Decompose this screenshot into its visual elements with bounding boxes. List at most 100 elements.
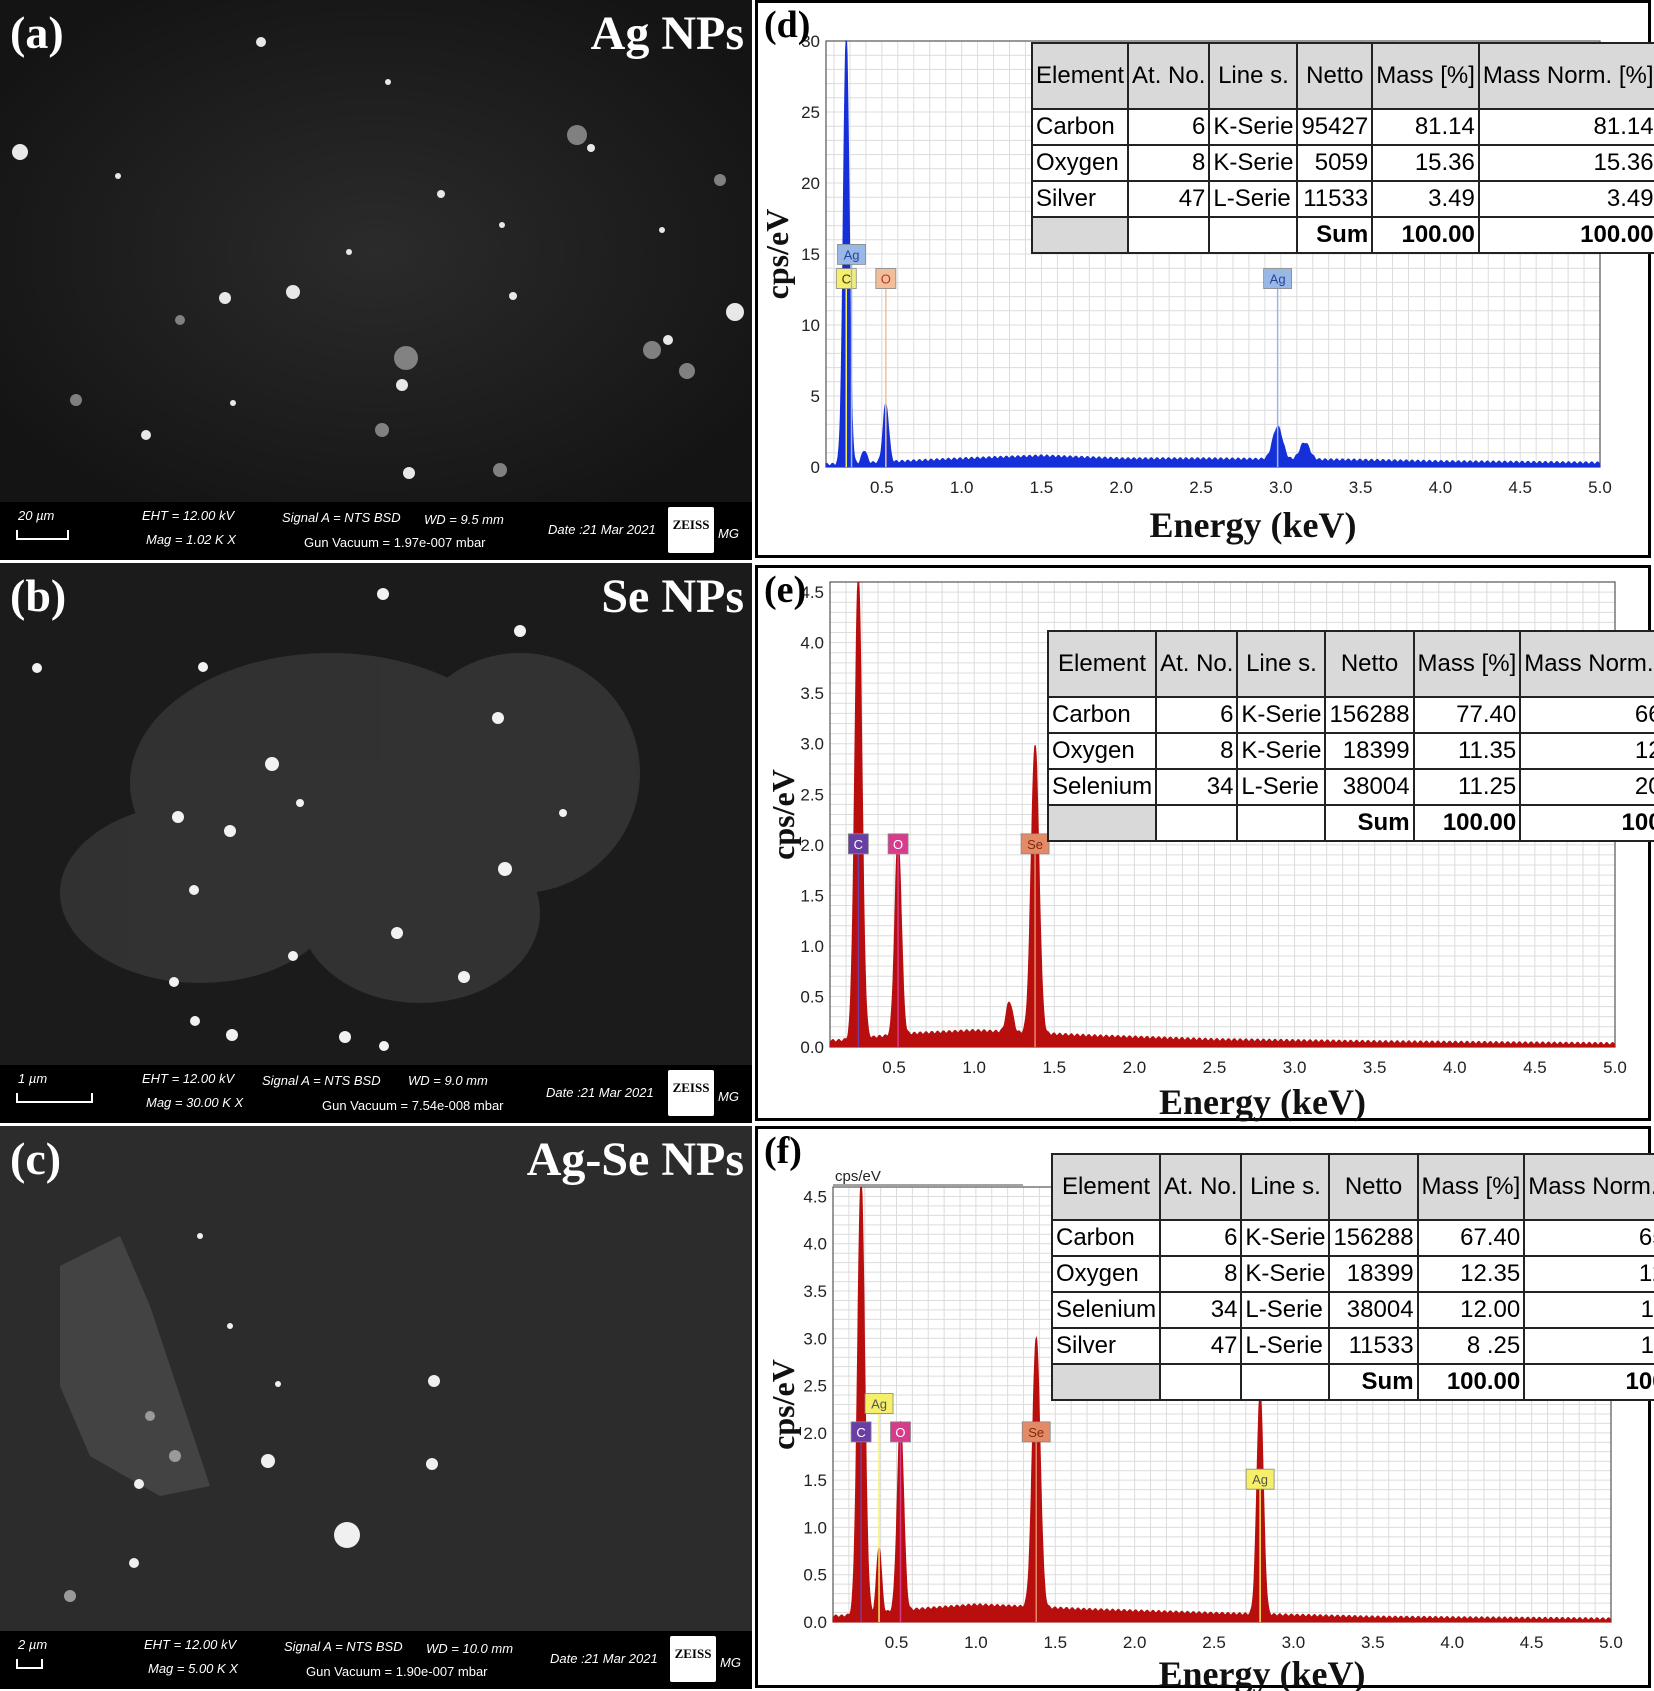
sum-label: Sum: [1328, 1363, 1419, 1401]
y-tick-label: 1.0: [800, 937, 824, 956]
scale-label: 2 µm: [18, 1637, 48, 1652]
marker-tag: [1020, 833, 1050, 855]
column-header: Netto: [1296, 42, 1374, 110]
sem-micrograph-b: [0, 563, 752, 1065]
element-marker-label: O: [895, 1425, 905, 1440]
y-tick-label: 2.5: [800, 785, 824, 804]
signal-readout: Signal A = NTS BSD: [282, 510, 401, 525]
vacuum-readout: Gun Vacuum = 1.97e-007 mbar: [304, 535, 486, 550]
eht-readout: EHT = 12.00 kV: [142, 1071, 235, 1086]
table-header-row: Element At. No. Line s. Netto Mass [%] Mass N…: [1046, 630, 1654, 698]
element-marker-label: Ag: [1270, 272, 1286, 287]
table-cell: 3.49: [1477, 180, 1654, 218]
table-cell: [1030, 216, 1130, 254]
table-cell: 3.49: [1371, 180, 1480, 218]
marker-tag: [887, 833, 909, 855]
table-cell: [1236, 804, 1327, 842]
x-tick-label: 4.0: [1443, 1058, 1467, 1077]
y-tick-label: 30: [801, 32, 820, 51]
column-header: At. No.: [1159, 1153, 1243, 1221]
element-marker-label: C: [856, 1425, 865, 1440]
eds-panel-f: C Ag O Se Ag 0.5 1.0 1.5 2.0 2.5 3.0 3.5 4.0 4.5 5.0 0.…: [755, 1126, 1654, 1691]
x-tick-label: 0.5: [870, 478, 894, 497]
table-cell: 12.35: [1416, 1255, 1526, 1293]
spectrum-trace: [829, 581, 1616, 1048]
marker-tag: [847, 833, 869, 855]
table-cell: 18399: [1324, 732, 1415, 770]
y-tick-label: 15: [801, 245, 820, 264]
signal-readout: Signal A = NTS BSD: [262, 1073, 381, 1088]
y-tick-label: 3.5: [800, 684, 824, 703]
vacuum-readout: Gun Vacuum = 1.90e-007 mbar: [306, 1664, 488, 1679]
x-tick-label: 2.5: [1202, 1633, 1226, 1652]
table-cell: 12.00: [1416, 1291, 1526, 1329]
x-tick-label: 4.0: [1429, 478, 1453, 497]
table-cell: 81.14: [1371, 108, 1480, 146]
date-readout: Date :21 Mar 2021: [548, 522, 656, 537]
y-tick-label: 0.0: [800, 1038, 824, 1057]
x-axis-ticks: 0.5 1.0 1.5 2.0 2.5 3.0 3.5 4.0 4.5 5.0: [882, 1058, 1627, 1077]
sum-norm: 100.00: [1523, 1363, 1654, 1401]
element-marker-label: Ag: [871, 1397, 887, 1412]
sem-panel-c: (c) Ag-Se NPs 2 µm EHT = 12.00 kV Mag = …: [0, 1126, 752, 1689]
table-cell: 11.45: [1523, 1327, 1654, 1365]
x-tick-label: 2.5: [1189, 478, 1213, 497]
sem-micrograph-a: [0, 0, 752, 502]
table-cell: 6: [1159, 1219, 1243, 1257]
x-tick-label: 1.5: [1043, 1633, 1067, 1652]
table-cell: Selenium: [1046, 768, 1158, 806]
panel-label-e: (e): [764, 569, 807, 611]
table-cell: 6: [1155, 696, 1239, 734]
marker-tag: [875, 268, 897, 289]
table-cell: L-Serie: [1240, 1327, 1331, 1365]
table-cell: 156288: [1324, 696, 1415, 734]
table-cell: Carbon: [1050, 1219, 1162, 1257]
x-tick-label: 0.5: [885, 1633, 909, 1652]
table-header-row: Element At. No. Line s. Netto Mass [%] Mass N…: [1050, 1153, 1654, 1221]
table-cell: 66.55: [1519, 696, 1654, 734]
x-tick-label: 1.5: [1042, 1058, 1066, 1077]
sample-title-ag: Ag NPs: [590, 7, 744, 60]
signal-readout: Signal A = NTS BSD: [284, 1639, 403, 1654]
x-tick-label: 5.0: [1588, 478, 1612, 497]
table-cell: 8: [1127, 144, 1211, 182]
table-cell: 11.25: [1412, 768, 1522, 806]
table-cell: [1046, 804, 1158, 842]
x-tick-label: 1.5: [1030, 478, 1054, 497]
table-cell: K-Serie: [1236, 696, 1327, 734]
y-tick-label: 3.0: [800, 735, 824, 754]
y-tick-label: 0: [811, 458, 820, 477]
table-cell: [1155, 804, 1239, 842]
column-header: Line s.: [1236, 630, 1327, 698]
composition-table-e: Element At. No. Line s. Netto Mass [%] Mass N…: [1046, 630, 1654, 842]
element-marker-label: Ag: [1252, 1472, 1268, 1487]
composition-table-d: Element At. No. Line s. Netto Mass [%] Mass N…: [1030, 42, 1654, 254]
x-tick-label: 5.0: [1603, 1058, 1627, 1077]
x-tick-label: 4.5: [1508, 478, 1532, 497]
panel-label-d: (d): [764, 4, 811, 46]
y-tick-label: 2.5: [803, 1377, 827, 1396]
column-header: Mass [%]: [1416, 1153, 1526, 1221]
table-cell: K-Serie: [1240, 1255, 1331, 1293]
column-header: Netto: [1328, 1153, 1419, 1221]
panel-label-b: (b): [10, 570, 67, 621]
date-readout: Date :21 Mar 2021: [550, 1651, 658, 1666]
column-header: At. No.: [1155, 630, 1239, 698]
table-cell: L-Serie: [1208, 180, 1299, 218]
table-cell: 8: [1155, 732, 1239, 770]
x-tick-label: 4.0: [1440, 1633, 1464, 1652]
panel-label-c: (c): [10, 1133, 62, 1184]
zeiss-logo: ZEISS: [668, 507, 714, 553]
column-header: Mass [%]: [1412, 630, 1522, 698]
table-cell: 5059: [1296, 144, 1374, 182]
y-tick-label: 1.5: [803, 1471, 827, 1490]
marker-tag: [850, 1421, 872, 1443]
table-cell: 12.99: [1519, 732, 1654, 770]
table-cell: 47: [1159, 1327, 1243, 1365]
x-tick-label: 2.5: [1203, 1058, 1227, 1077]
wd-readout: WD = 9.0 mm: [408, 1073, 488, 1088]
panel-label-a: (a): [10, 7, 64, 58]
